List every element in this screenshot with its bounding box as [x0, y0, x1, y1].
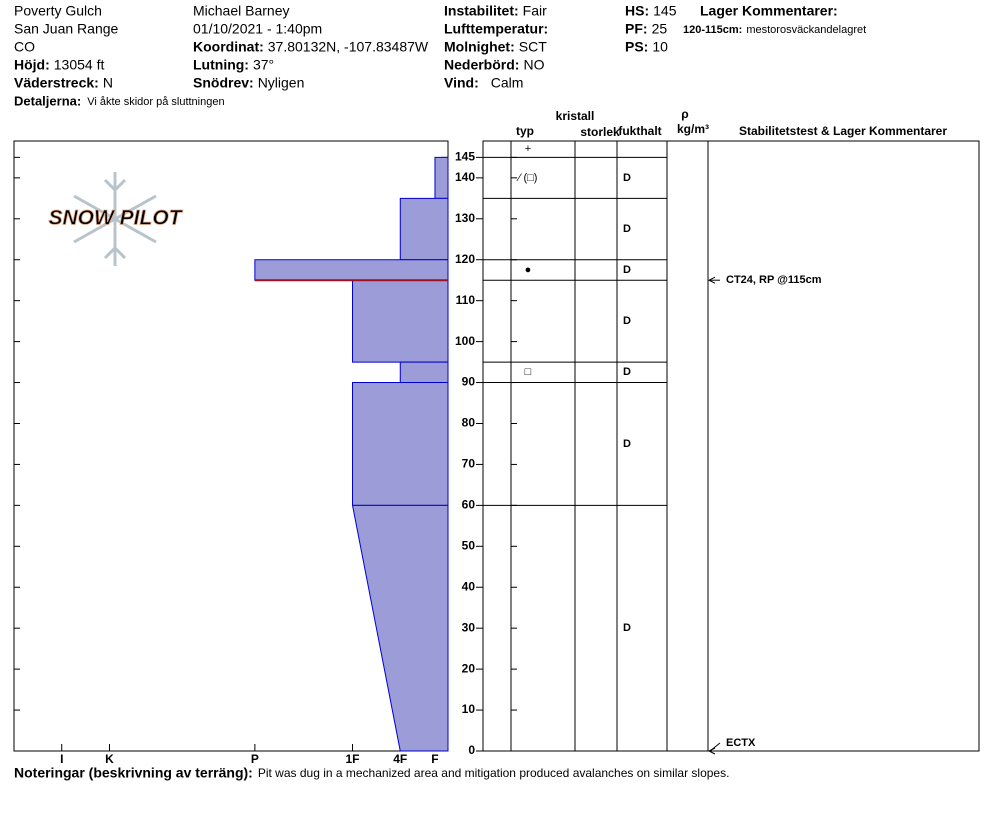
header-slope-label: Lutning:	[193, 57, 249, 73]
test-arrow-head	[707, 276, 716, 284]
header-hs-label: HS:	[625, 3, 649, 19]
header-elevation-value: 13054 ft	[54, 57, 105, 73]
test-arrow-head	[707, 747, 716, 755]
y-tick-label: 70	[462, 457, 476, 471]
footer-value: Pit was dug in a mechanized area and mit…	[258, 766, 730, 780]
header-details-label: Detaljerna:	[14, 93, 81, 108]
header-datetime: 01/10/2021 - 1:40pm	[193, 21, 322, 37]
moisture: D	[623, 223, 631, 235]
moisture: D	[623, 172, 631, 184]
y-tick-label: 120	[455, 252, 475, 266]
x-tick-label: K	[105, 752, 114, 766]
header-hs-value: 145	[653, 3, 677, 19]
moisture: D	[623, 438, 631, 450]
header-stability-value: Fair	[523, 3, 547, 19]
layer-comment-range: 120-115cm:	[683, 24, 742, 36]
header-air_temp-label: Lufttemperatur:	[444, 21, 548, 37]
table-header: kg/m³	[677, 122, 709, 136]
table-header: storlek	[580, 125, 620, 139]
header-aspect-label: Väderstreck:	[14, 75, 99, 91]
y-tick-label: 140	[455, 170, 475, 184]
grain-type: ●	[525, 264, 532, 276]
header-precip-value: NO	[523, 57, 544, 73]
y-tick-label: 10	[462, 702, 476, 716]
header-wind_loading-label: Snödrev:	[193, 75, 254, 91]
y-tick-label: 80	[462, 416, 476, 430]
header-wind-label: Vind:	[444, 75, 479, 91]
header-wind-value: Calm	[491, 75, 524, 91]
header-pf-label: PF:	[625, 21, 648, 37]
moisture: D	[623, 622, 631, 634]
y-tick-label: 90	[462, 375, 476, 389]
y-tick-label: 110	[456, 293, 476, 307]
x-tick-label: I	[60, 752, 63, 766]
header-coordinates-label: Koordinat:	[193, 39, 264, 55]
grain-type: +	[525, 143, 531, 155]
x-tick-label: 4F	[393, 752, 407, 766]
header-coordinates-value: 37.80132N, -107.83487W	[268, 39, 429, 55]
y-tick-label: 100	[455, 334, 475, 348]
table-columns	[510, 141, 709, 751]
header-details-value: Vi åkte skidor på sluttningen	[87, 96, 224, 108]
test-label: ECTX	[726, 737, 756, 749]
header-sky-label: Molnighet:	[444, 39, 515, 55]
x-tick-label: 1F	[346, 752, 360, 766]
y-tick-label: 130	[455, 211, 475, 225]
header-elevation-label: Höjd:	[14, 57, 50, 73]
y-tick-label: 60	[462, 498, 476, 512]
footer-label: Noteringar (beskrivning av terräng):	[14, 765, 253, 781]
header-slope-value: 37°	[253, 57, 274, 73]
y-tick-label: 20	[462, 661, 476, 675]
moisture: D	[623, 315, 631, 327]
y-tick-label: 145	[455, 150, 475, 164]
header-precip-label: Nederbörd:	[444, 57, 519, 73]
logo-text: SNOW PILOT	[49, 207, 184, 230]
header-range: San Juan Range	[14, 21, 119, 37]
hardness-layer	[399, 197, 449, 261]
y-tick-label: 0	[468, 743, 475, 757]
hardness-layer	[352, 382, 449, 506]
y-tick-label: 40	[462, 579, 476, 593]
grain-type: ⁄ (□)	[516, 172, 538, 184]
header-state: CO	[14, 39, 35, 55]
test-label: CT24, RP @115cm	[726, 274, 822, 286]
grain-type: □	[525, 366, 532, 378]
header-observer: Michael Barney	[193, 3, 290, 19]
moisture: D	[623, 264, 631, 276]
table-header: Stabilitetstest & Lager Kommentarer	[739, 124, 947, 138]
header-site: Poverty Gulch	[14, 3, 102, 19]
table-header: typ	[516, 124, 534, 138]
x-tick-label: P	[251, 752, 259, 766]
y-tick-label: 50	[462, 538, 476, 552]
layer-comments-label: Lager Kommentarer:	[700, 3, 838, 19]
header-aspect-value: N	[103, 75, 113, 91]
moisture: D	[623, 366, 631, 378]
table-frame	[482, 140, 980, 752]
header-sky-value: SCT	[519, 39, 547, 55]
table-header: kristall	[556, 109, 595, 123]
hardness-layer	[399, 361, 449, 384]
table-header: ρ	[681, 107, 688, 121]
layer-comment-text: mestorosväckandelagret	[746, 24, 866, 36]
hardness-layer	[254, 259, 449, 281]
header-wind_loading-value: Nyligen	[258, 75, 305, 91]
header-pf-value: 25	[652, 21, 668, 37]
x-tick-label: F	[431, 752, 438, 766]
hardness-layer	[351, 504, 449, 752]
header-ps-value: 10	[652, 39, 668, 55]
hardness-layer	[352, 279, 449, 363]
table-header: fukthalt	[618, 124, 661, 138]
hardness-layer	[434, 156, 449, 199]
y-tick-label: 30	[462, 620, 476, 634]
header-ps-label: PS:	[625, 39, 648, 55]
logo-flake	[73, 172, 157, 266]
header-stability-label: Instabilitet:	[444, 3, 519, 19]
